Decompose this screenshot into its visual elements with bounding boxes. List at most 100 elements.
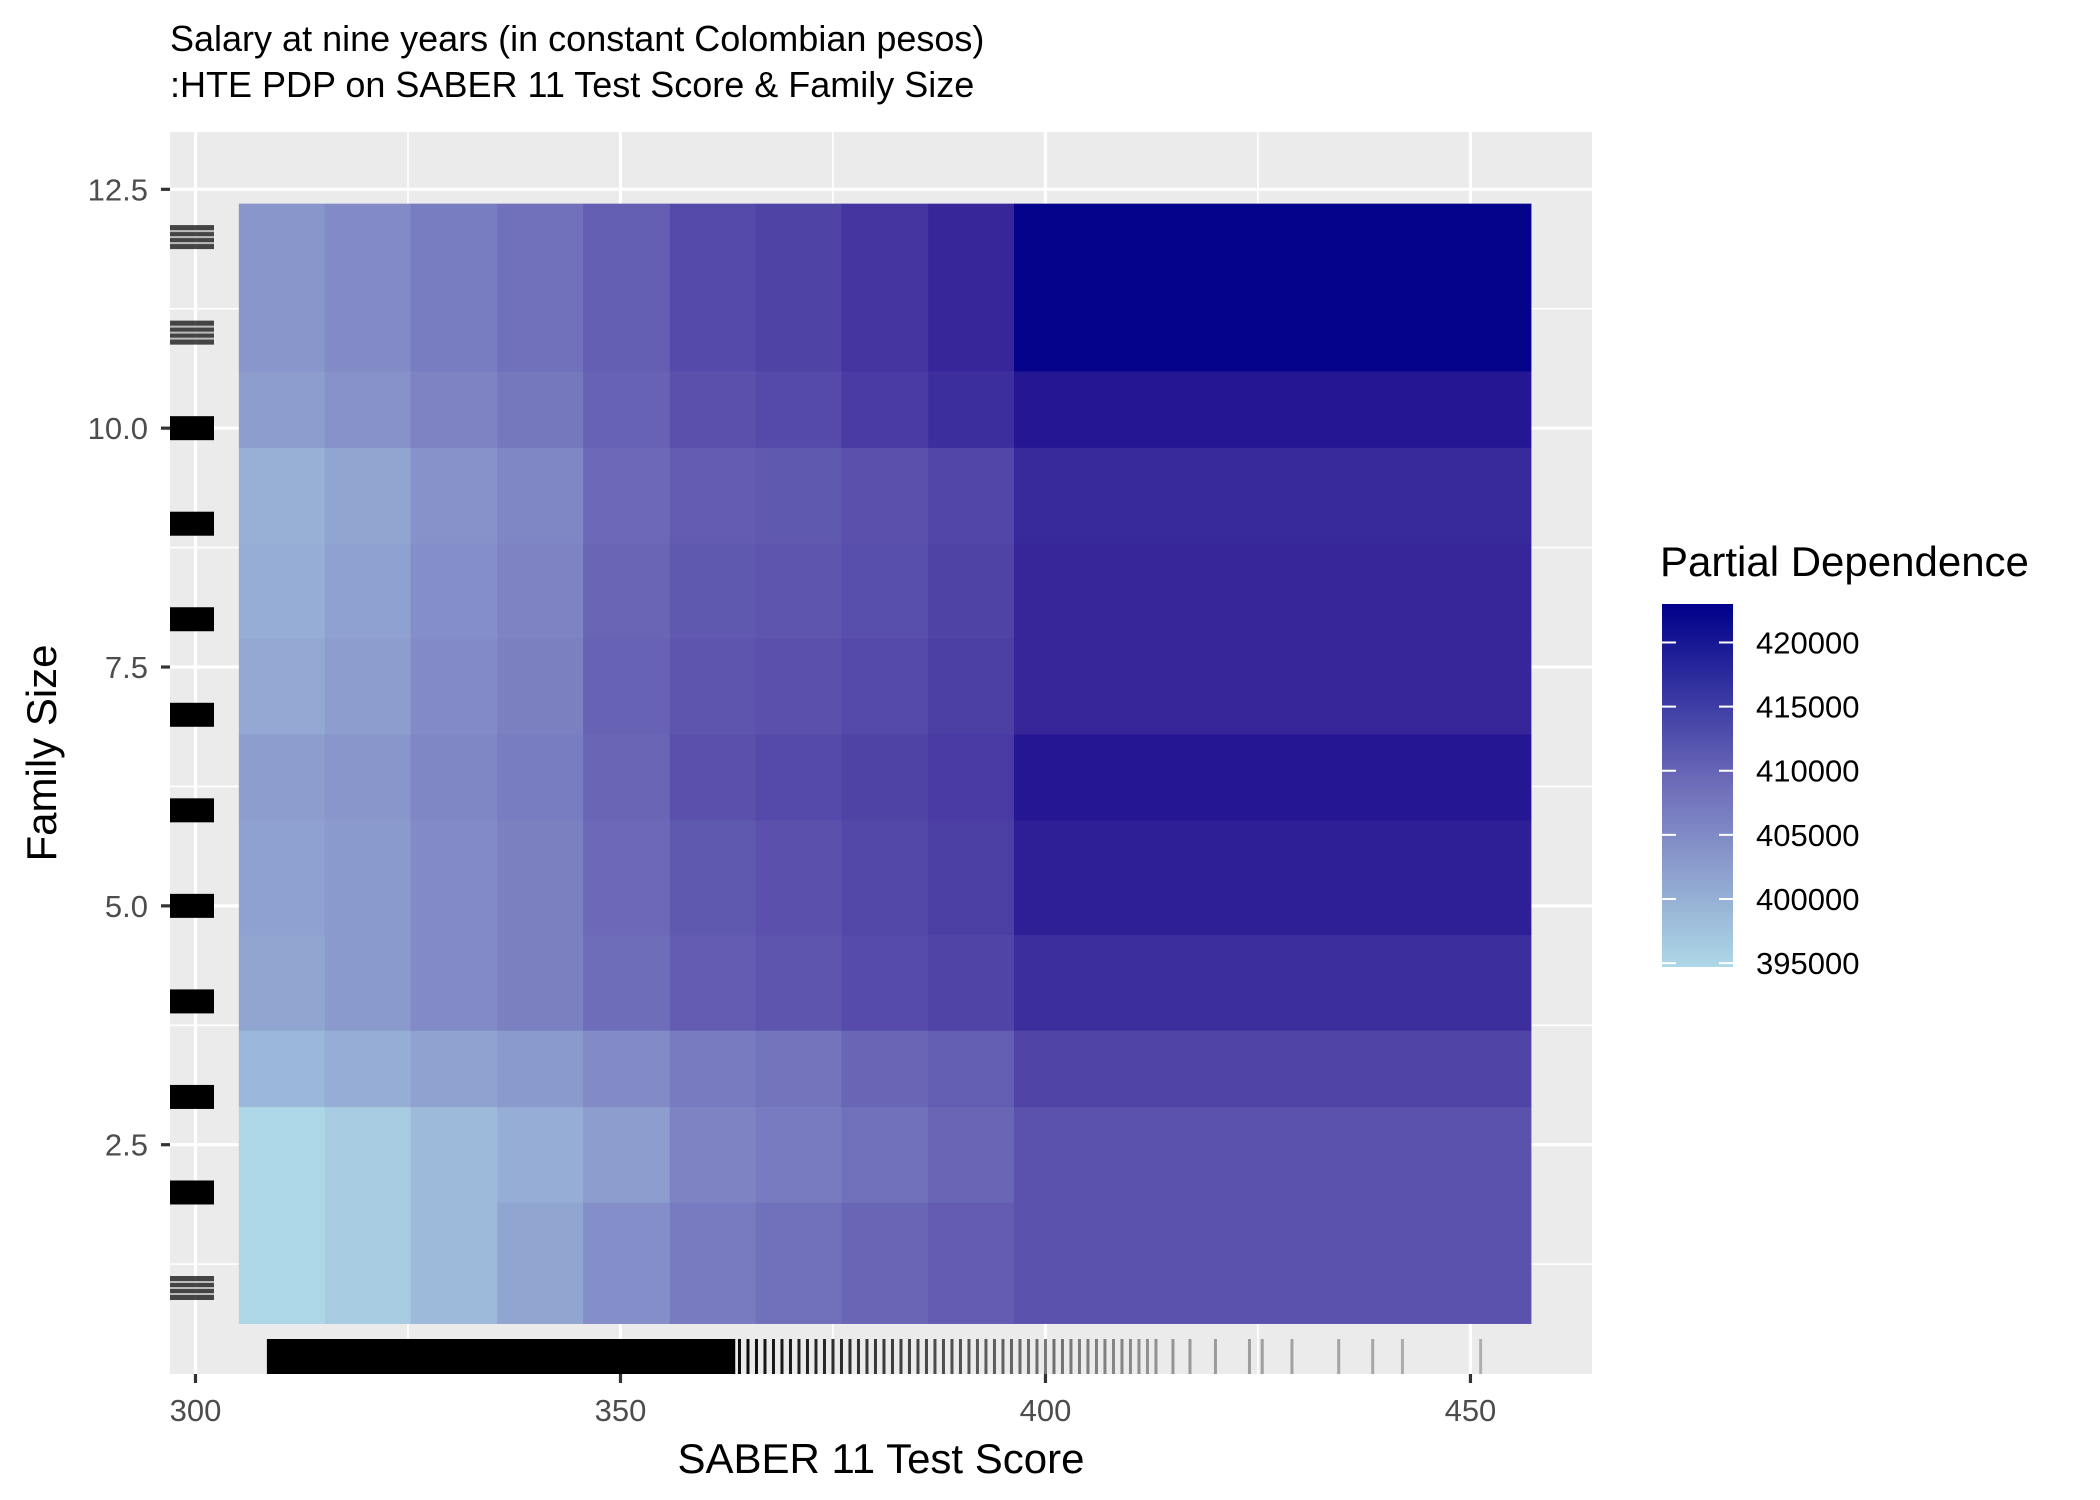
heatmap-tile [497,370,584,448]
heatmap-tile [928,203,1015,372]
heatmap-tile [841,638,929,735]
heatmap-tile [583,203,671,372]
axes: 300 350 400 450 2.5 5.0 7.5 10.0 12.5 [88,172,1497,1428]
heatmap-tile [410,1202,498,1324]
heatmap-tile [410,447,498,544]
rug-mark-x [1001,1339,1005,1374]
heatmap-tile [841,542,929,639]
rug-mark-x [856,1339,860,1374]
heatmap-tile [410,638,498,735]
rug-mark-y-stripe [170,236,214,239]
heatmap-tile [497,203,584,372]
heatmap-tile [755,542,843,639]
heatmap-tile [497,542,584,639]
rug-mark-y [170,1180,214,1205]
heatmap-tile [1014,370,1532,448]
heatmap-tile [583,1030,671,1108]
rug-mark-x [831,1339,835,1374]
heatmap-tile [669,1202,757,1324]
heatmap-tile [928,447,1015,544]
heatmap-tile [583,542,671,639]
heatmap-tile [410,1106,498,1203]
heatmap-tile [928,370,1015,448]
heatmap-tile [1014,638,1532,735]
legend-tick-label: 420000 [1756,625,1859,660]
rug-mark-x [865,1339,869,1374]
rug-mark-x [822,1339,826,1374]
heatmap-tile [324,1106,412,1203]
rug-mark-x [1479,1339,1483,1374]
heatmap-tile [669,733,757,821]
rug-mark-x [780,1339,784,1374]
y-tick-label: 2.5 [105,1128,148,1163]
heatmap-tile [238,542,326,639]
heatmap-tile [1014,447,1532,544]
rug-mark-y [170,798,214,823]
heatmap-tile [669,370,757,448]
heatmap-tile [755,1202,843,1324]
heatmap-tile [497,934,584,1031]
rug-mark-x [1086,1339,1090,1374]
rug-mark-y-stripe [170,1293,214,1296]
heatmap-tile [238,370,326,448]
heatmap-tile [324,819,412,936]
heatmap-tile [497,447,584,544]
rug-mark-y-stripe [170,230,214,233]
x-tick-label: 400 [1020,1393,1072,1428]
legend-colorbar [1662,604,1733,967]
heatmap-tile [324,203,412,372]
rug-mark-y-stripe [170,1281,214,1284]
heatmap-tile [755,1030,843,1108]
y-tick-label: 5.0 [105,889,148,924]
heatmap-tile [928,638,1015,735]
rug-mark-x [839,1339,843,1374]
rug-mark-x [873,1339,877,1374]
rug-mark-x [763,1339,767,1374]
heatmap-tile [755,733,843,821]
rug-mark-x [754,1339,758,1374]
legend: Partial Dependence 420000 415000 410000 405… [1660,538,2029,981]
rug-mark-x [746,1339,750,1374]
heatmap-tile [928,1202,1015,1324]
heatmap-tile [755,447,843,544]
heatmap-tile [669,819,757,936]
rug-mark-x [1290,1339,1294,1374]
heatmap-tile [1014,1106,1532,1203]
rug-mark-x [967,1339,971,1374]
heatmap-tile [324,447,412,544]
rug-mark-x-dense [266,1339,736,1374]
heatmap-tile [583,447,671,544]
rug-mark-y [170,511,214,536]
heatmap-tile [669,203,757,372]
heatmap-tile [1014,1202,1532,1324]
y-tick-label: 10.0 [88,411,148,446]
heatmap-tile [928,819,1015,936]
rug-marks [170,225,1483,1374]
rug-mark-x [1154,1339,1158,1374]
heatmap-tile [669,1030,757,1108]
rug-mark-y [170,702,214,727]
rug-mark-y [170,416,214,441]
heatmap-tile [669,447,757,544]
rug-mark-y-stripe [170,242,214,245]
heatmap-tile [238,1202,326,1324]
heatmap-tile [410,203,498,372]
heatmap-tile [410,934,498,1031]
heatmap-tile [238,733,326,821]
heatmap-tile [497,819,584,936]
rug-mark-x [1009,1339,1013,1374]
y-tick-label: 7.5 [105,650,148,685]
legend-tick-label: 415000 [1756,690,1859,725]
legend-tick-label: 395000 [1756,946,1859,981]
rug-mark-y-stripe [170,1287,214,1290]
y-axis-title: Family Size [18,644,65,861]
rug-mark-x [1337,1339,1341,1374]
heatmap-tile [841,819,929,936]
rug-mark-x [1371,1339,1375,1374]
heatmap-tile [324,733,412,821]
rug-mark-x [1188,1339,1192,1374]
heatmap-tile [841,1202,929,1324]
x-tick-label: 300 [170,1393,222,1428]
heatmap-tile [755,819,843,936]
